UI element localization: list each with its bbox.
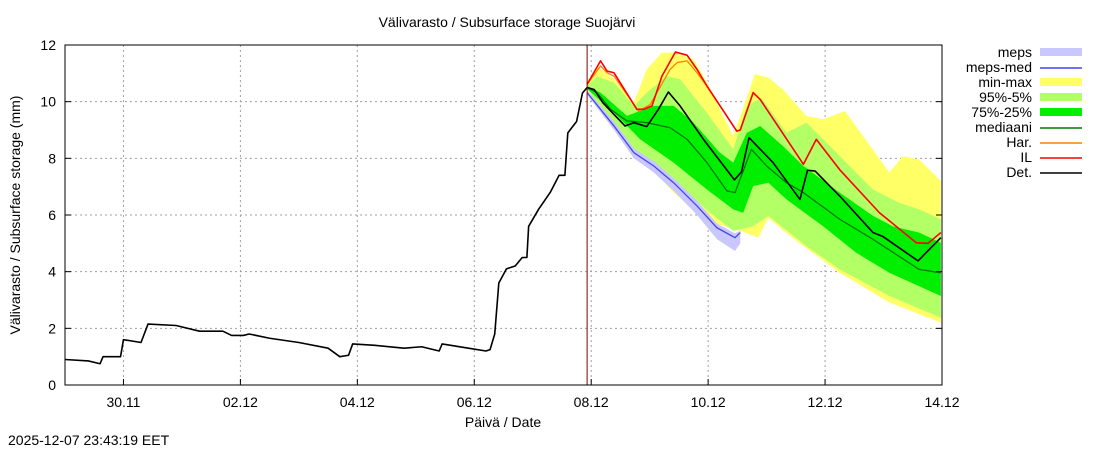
x-tick-label: 02.12: [223, 394, 258, 410]
x-axis-label: Päivä / Date: [465, 414, 541, 430]
bands: [587, 52, 941, 323]
x-tick-label: 12.12: [808, 394, 843, 410]
legend-label: meps: [998, 44, 1032, 60]
y-tick-label: 4: [48, 264, 56, 280]
legend-label: 95%-5%: [979, 89, 1032, 105]
legend-label: mediaani: [975, 119, 1032, 135]
y-tick-label: 10: [40, 94, 56, 110]
x-tick-label: 04.12: [340, 394, 375, 410]
y-tick-label: 2: [48, 320, 56, 336]
band-75-25-: [587, 86, 941, 297]
legend-label: Har.: [1006, 134, 1032, 150]
legend-swatch: [1040, 48, 1082, 56]
legend: mepsmeps-medmin-max95%-5%75%-25%mediaani…: [966, 44, 1082, 180]
x-tick-label: 14.12: [924, 394, 959, 410]
x-tick-label: 08.12: [574, 394, 609, 410]
plot-frame: [64, 44, 943, 386]
x-tick-label: 30.11: [106, 394, 140, 410]
legend-swatch: [1040, 108, 1082, 116]
series-line-il: [586, 51, 942, 245]
y-tick-label: 0: [48, 377, 56, 393]
legend-label: min-max: [978, 74, 1032, 90]
y-tick-label: 6: [48, 207, 56, 223]
series-line-mediaani: [586, 86, 941, 274]
y-tick-label: 12: [40, 37, 56, 53]
series-line-det-: [64, 86, 942, 365]
axes: 0 2 4 6 8 10 12 30.11 02.12 04.12 06.12 08.12 10.12 1…: [40, 37, 959, 410]
legend-swatch: [1040, 78, 1082, 86]
legend-swatch: [1040, 93, 1082, 101]
y-tick-label: 8: [48, 150, 56, 166]
chart-title: Välivarasto / Subsurface storage Suojärv…: [379, 14, 636, 30]
y-axis-label: Välivarasto / Subsurface storage (mm): [7, 96, 23, 335]
series-lines: [64, 45, 942, 385]
legend-label: Det.: [1006, 164, 1032, 180]
legend-label: IL: [1020, 149, 1032, 165]
legend-label: meps-med: [966, 59, 1032, 75]
timestamp: 2025-12-07 23:43:19 EET: [8, 432, 170, 448]
x-tick-label: 06.12: [457, 394, 492, 410]
legend-label: 75%-25%: [971, 104, 1032, 120]
series-line-meps-med: [586, 92, 741, 239]
x-tick-label: 10.12: [691, 394, 726, 410]
